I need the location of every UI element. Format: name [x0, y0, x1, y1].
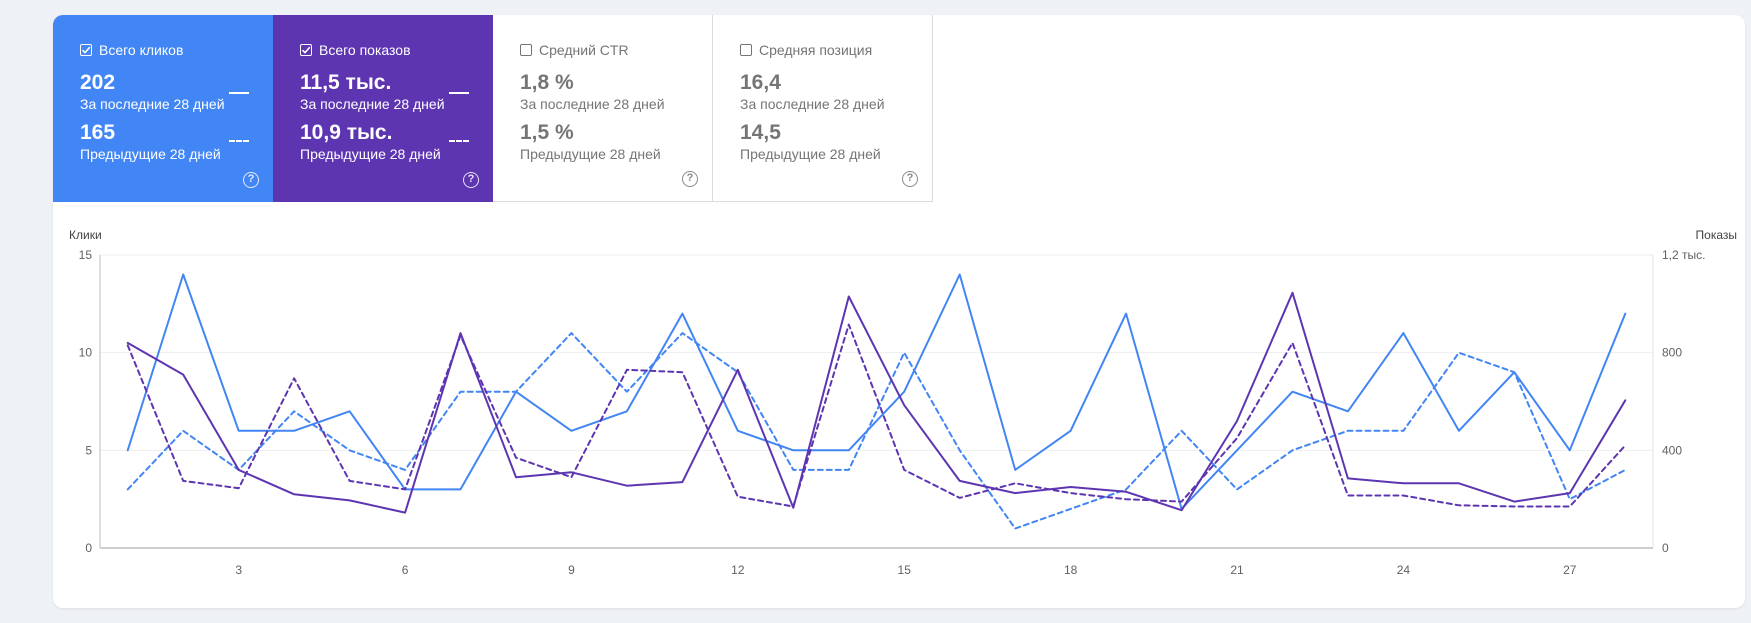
checkbox-checked-icon[interactable]: [300, 44, 312, 56]
average-position-previous-value: 14,5: [740, 121, 781, 144]
average-position-label: Средняя позиция: [759, 42, 873, 58]
total-clicks-period: За последние 28 дней: [80, 96, 225, 112]
total-clicks-tile[interactable]: Всего кликов 202 За последние 28 дней 16…: [53, 15, 273, 202]
x-axis-tick-label: 3: [235, 563, 242, 577]
right-axis-title: Показы: [1696, 228, 1737, 242]
total-impressions-previous-value: 10,9 тыс.: [300, 121, 393, 144]
left-axis-tick-label: 15: [79, 248, 93, 262]
right-axis-tick-label: 800: [1662, 346, 1682, 360]
average-ctr-period: За последние 28 дней: [520, 96, 665, 112]
metric-tiles: Всего кликов 202 За последние 28 дней 16…: [53, 15, 933, 202]
impressions-previous-series-line: [126, 323, 1627, 508]
total-clicks-header: Всего кликов: [80, 41, 273, 59]
checkbox-checked-icon[interactable]: [80, 44, 92, 56]
help-icon[interactable]: ?: [243, 172, 259, 188]
x-axis-tick-label: 15: [898, 563, 912, 577]
right-axis-tick-label: 1,2 тыс.: [1662, 248, 1705, 262]
help-icon[interactable]: ?: [682, 171, 698, 187]
checkbox-unchecked-icon[interactable]: [740, 44, 752, 56]
right-axis-tick-label: 400: [1662, 443, 1682, 457]
solid-line-legend-icon: [229, 92, 249, 94]
help-icon[interactable]: ?: [463, 172, 479, 188]
average-position-header: Средняя позиция: [740, 41, 932, 59]
x-axis-tick-label: 27: [1563, 563, 1577, 577]
performance-card: Всего кликов 202 За последние 28 дней 16…: [53, 15, 1745, 608]
performance-chart: 0 5 10 15 0 400 800 1,2 тыс. Клики Показы 3 6 9 12 15 1…: [69, 228, 1737, 577]
average-position-period: За последние 28 дней: [740, 96, 885, 112]
total-impressions-header: Всего показов: [300, 41, 493, 59]
left-axis-tick-label: 5: [85, 443, 92, 457]
average-ctr-previous-period: Предыдущие 28 дней: [520, 146, 661, 162]
total-impressions-label: Всего показов: [319, 42, 411, 58]
dashed-line-legend-icon: [229, 140, 249, 142]
right-axis-tick-label: 0: [1662, 541, 1669, 555]
dashed-line-legend-icon: [449, 140, 469, 142]
average-ctr-value: 1,8 %: [520, 71, 574, 94]
total-impressions-period: За последние 28 дней: [300, 96, 445, 112]
impressions-current-series-line: [126, 291, 1627, 514]
left-axis-tick-label: 0: [85, 541, 92, 555]
total-impressions-previous-period: Предыдущие 28 дней: [300, 146, 441, 162]
average-position-previous-period: Предыдущие 28 дней: [740, 146, 881, 162]
total-clicks-previous-period: Предыдущие 28 дней: [80, 146, 221, 162]
average-ctr-header: Средний CTR: [520, 41, 712, 59]
total-clicks-label: Всего кликов: [99, 42, 184, 58]
solid-line-legend-icon: [449, 92, 469, 94]
average-position-tile[interactable]: Средняя позиция 16,4 За последние 28 дне…: [713, 15, 933, 202]
x-axis-tick-label: 9: [568, 563, 575, 577]
average-ctr-previous-value: 1,5 %: [520, 121, 574, 144]
left-axis-title: Клики: [69, 228, 102, 242]
x-axis-tick-label: 12: [731, 563, 745, 577]
average-position-value: 16,4: [740, 71, 781, 94]
average-ctr-label: Средний CTR: [539, 42, 629, 58]
average-ctr-tile[interactable]: Средний CTR 1,8 % За последние 28 дней 1…: [493, 15, 713, 202]
x-axis-tick-label: 24: [1397, 563, 1411, 577]
x-axis-tick-label: 6: [402, 563, 409, 577]
checkbox-unchecked-icon[interactable]: [520, 44, 532, 56]
total-impressions-value: 11,5 тыс.: [300, 71, 392, 94]
help-icon[interactable]: ?: [902, 171, 918, 187]
x-axis-tick-label: 18: [1064, 563, 1078, 577]
clicks-previous-series-line: [126, 332, 1627, 530]
left-axis-tick-label: 10: [79, 346, 93, 360]
total-clicks-previous-value: 165: [80, 121, 116, 144]
total-clicks-value: 202: [80, 71, 116, 94]
x-axis-tick-label: 21: [1230, 563, 1244, 577]
clicks-current-series-line: [126, 273, 1627, 510]
total-impressions-tile[interactable]: Всего показов 11,5 тыс. За последние 28 …: [273, 15, 493, 202]
